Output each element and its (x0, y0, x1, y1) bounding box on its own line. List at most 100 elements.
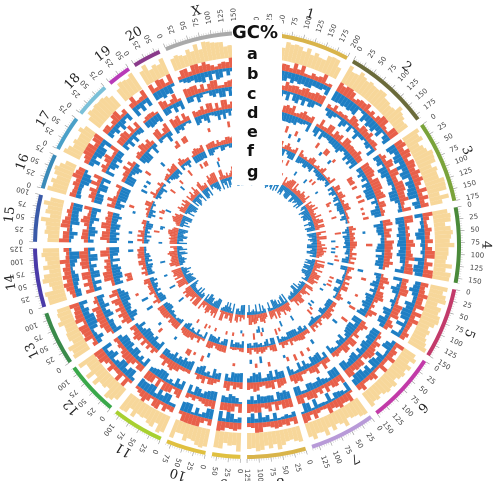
chromosome-label-1: 1 (304, 6, 316, 23)
blue-bin (372, 292, 376, 296)
minor-tick (400, 393, 403, 396)
blue-bin (236, 373, 241, 383)
minor-tick (148, 435, 150, 438)
gc-bin (391, 115, 405, 128)
blue-bin (216, 110, 222, 121)
chromosome-label-8: 8 (275, 474, 285, 481)
blue-bin (230, 310, 233, 314)
red-bin (159, 306, 166, 313)
minor-tick (51, 335, 54, 338)
red-bin (338, 395, 346, 404)
minor-tick (436, 145, 439, 147)
blue-bin (113, 277, 121, 283)
sparse-red-bin (184, 348, 190, 355)
sparse-red-bin (346, 176, 353, 182)
red-bin (357, 99, 365, 108)
blue-bin (307, 218, 313, 221)
blue-bin (234, 342, 238, 348)
blue-bin (121, 367, 128, 374)
red-bin (194, 415, 202, 427)
blue-bin (197, 333, 201, 337)
sparse-blue-bin (178, 296, 185, 303)
red-bin (323, 174, 326, 178)
red-bin (174, 322, 181, 330)
red-bin (171, 93, 179, 104)
blue-bin (171, 403, 176, 408)
red-bin (96, 302, 101, 307)
red-bin (195, 111, 200, 117)
blue-bin (299, 118, 305, 125)
red-bin (349, 243, 357, 247)
red-bin (334, 134, 341, 141)
blue-bin (353, 128, 358, 134)
blue-bin (97, 186, 108, 193)
red-bin (114, 300, 123, 306)
blue-bin (365, 295, 374, 302)
red-bin (378, 331, 382, 336)
red-bin (297, 89, 303, 96)
red-bin (170, 239, 178, 242)
red-bin (339, 198, 343, 202)
red-bin (399, 148, 411, 157)
tick-label: 0 (305, 459, 314, 466)
red-bin (113, 336, 120, 343)
red-bin (378, 203, 387, 209)
blue-bin (91, 210, 98, 215)
blue-bin (359, 135, 365, 141)
blue-bin (202, 391, 208, 399)
red-bin (406, 321, 413, 327)
minor-tick (448, 171, 451, 173)
red-bin (349, 364, 356, 372)
red-bin (170, 236, 178, 239)
blue-bin (392, 276, 403, 282)
minor-tick (364, 423, 366, 426)
blue-bin (336, 203, 343, 208)
blue-bin (336, 278, 344, 284)
blue-bin (155, 291, 159, 295)
blue-bin (371, 327, 381, 335)
blue-bin (180, 220, 189, 225)
red-bin (165, 358, 172, 365)
gc-bin (139, 70, 151, 86)
blue-bin (295, 155, 301, 163)
blue-bin (75, 193, 82, 199)
red-bin (194, 297, 203, 307)
sparse-blue-bin (331, 247, 336, 250)
blue-bin (316, 376, 324, 387)
blue-bin (334, 294, 338, 297)
red-bin (326, 381, 332, 387)
red-bin (108, 360, 114, 366)
sparse-blue-bin (327, 262, 334, 266)
red-bin (372, 298, 379, 304)
gc-bin (85, 363, 104, 380)
blue-bin (267, 307, 270, 312)
red-bin (78, 166, 86, 173)
blue-bin (396, 233, 406, 238)
blue-bin (291, 192, 295, 197)
sparse-red-bin (135, 292, 140, 297)
red-bin (393, 303, 403, 311)
red-bin (313, 322, 319, 329)
blue-bin (276, 335, 281, 344)
blue-bin (219, 145, 224, 152)
blue-bin (222, 178, 227, 186)
red-bin (384, 234, 391, 238)
red-bin (210, 341, 215, 349)
tick-label: 75 (409, 394, 421, 406)
minor-tick (142, 55, 144, 58)
sparse-blue-bin (145, 180, 152, 185)
blue-bin (352, 373, 362, 384)
blue-bin (195, 329, 201, 336)
blue-bin (375, 275, 381, 280)
red-bin (110, 119, 118, 127)
red-bin (263, 312, 267, 319)
red-bin (105, 228, 111, 232)
gc-bin (302, 48, 313, 67)
chromosome-label-15: 15 (1, 206, 18, 224)
red-bin (376, 199, 380, 203)
blue-bin (396, 283, 401, 289)
red-bin (355, 383, 363, 391)
minor-tick (58, 348, 60, 351)
red-bin (303, 285, 307, 289)
red-bin (171, 215, 182, 221)
